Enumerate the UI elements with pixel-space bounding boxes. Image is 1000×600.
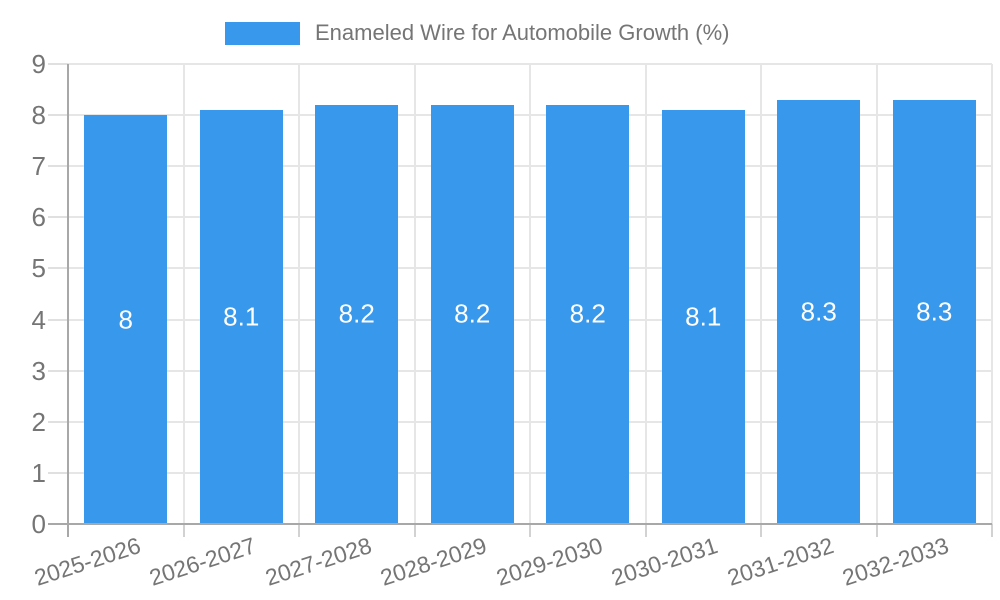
x-tick xyxy=(760,524,762,537)
bar[interactable] xyxy=(84,115,168,524)
bar[interactable] xyxy=(777,99,861,524)
x-gridline xyxy=(529,64,531,524)
x-gridline xyxy=(182,64,185,524)
x-tick xyxy=(298,524,300,537)
y-tick xyxy=(48,420,68,423)
x-tick xyxy=(644,524,647,537)
y-tick xyxy=(48,318,68,321)
x-tick xyxy=(529,524,531,537)
legend-label: Enameled Wire for Automobile Growth (%) xyxy=(315,20,730,45)
x-axis-tick-label: 2028-2029 xyxy=(377,532,490,591)
x-gridline xyxy=(875,64,878,524)
bar[interactable] xyxy=(199,110,283,524)
x-gridline xyxy=(298,64,300,524)
y-axis-tick-label: 7 xyxy=(31,151,46,182)
y-tick xyxy=(48,471,68,474)
x-tick xyxy=(991,524,993,537)
x-axis-tick-label: 2027-2028 xyxy=(261,532,375,591)
x-gridline xyxy=(413,64,416,524)
legend-swatch xyxy=(225,21,300,45)
plot-area: 8 8.1 8.2 8.2 8.2 8.1 8.3 8.3 xyxy=(68,63,993,524)
bar[interactable] xyxy=(430,104,514,524)
bar-value-label: 8 xyxy=(118,304,133,335)
bar[interactable] xyxy=(661,110,745,524)
bar-value-label: 8.1 xyxy=(223,301,260,332)
bar-value-label: 8.2 xyxy=(454,298,491,329)
bar-value-label: 8.1 xyxy=(685,301,722,332)
x-axis-tick-label: 2031-2032 xyxy=(723,532,837,591)
bar-value-label: 8.2 xyxy=(338,298,375,329)
y-axis-tick-label: 4 xyxy=(31,304,46,335)
y-axis-tick-label: 8 xyxy=(31,100,46,131)
x-gridline xyxy=(991,64,993,524)
y-axis-tick-label: 3 xyxy=(31,355,46,386)
x-axis-tick-label: 2032-2033 xyxy=(839,532,952,591)
y-tick xyxy=(48,165,68,168)
y-axis-tick-label: 0 xyxy=(31,509,46,539)
bar[interactable] xyxy=(546,104,630,524)
x-tick xyxy=(875,524,878,537)
y-axis-tick-label: 9 xyxy=(31,49,46,79)
legend-item[interactable]: Enameled Wire for Automobile Growth (%) xyxy=(225,20,730,46)
y-axis-tick-label: 6 xyxy=(31,202,46,233)
x-axis-tick-label: 2025-2026 xyxy=(30,532,144,591)
y-tick xyxy=(48,63,68,65)
x-tick xyxy=(413,524,416,537)
bar[interactable] xyxy=(315,104,399,524)
y-axis-tick-label: 1 xyxy=(31,457,46,488)
x-axis-line xyxy=(48,523,992,525)
x-tick xyxy=(182,524,185,537)
y-axis-tick-label: 2 xyxy=(31,406,46,437)
y-tick xyxy=(48,114,68,117)
y-axis-tick-label: 5 xyxy=(31,253,46,284)
y-tick xyxy=(48,216,68,219)
bar-value-label: 8.2 xyxy=(569,298,606,329)
x-gridline xyxy=(644,64,647,524)
x-axis-tick-label: 2026-2027 xyxy=(146,532,259,591)
bar[interactable] xyxy=(892,99,976,524)
bar-value-label: 8.3 xyxy=(916,296,953,327)
bar-value-label: 8.3 xyxy=(800,296,837,327)
y-tick xyxy=(48,267,68,270)
y-tick xyxy=(48,369,68,372)
x-axis-tick-label: 2029-2030 xyxy=(492,532,606,591)
x-gridline xyxy=(760,64,762,524)
x-axis-tick-label: 2030-2031 xyxy=(608,532,721,591)
y-axis-line xyxy=(67,64,69,537)
